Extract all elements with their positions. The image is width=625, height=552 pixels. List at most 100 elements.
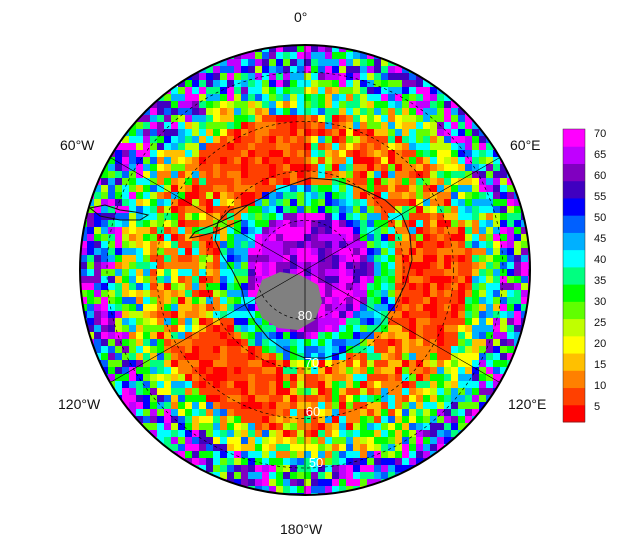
field-cell [276,479,284,487]
field-cell [241,136,249,144]
field-cell [290,360,298,368]
field-cell [381,318,389,326]
field-cell [283,108,291,116]
field-cell [283,444,291,452]
field-cell [234,192,242,200]
field-cell [472,164,480,172]
field-cell [297,241,305,249]
field-cell [185,304,193,312]
field-cell [115,332,123,340]
field-cell [325,178,333,186]
field-cell [199,283,207,291]
field-cell [171,332,179,340]
field-cell [248,276,256,284]
field-cell [367,423,375,431]
field-cell [472,318,480,326]
field-cell [143,122,151,130]
field-cell [360,108,368,116]
field-cell [248,339,256,347]
field-cell [318,164,326,172]
field-cell [458,136,466,144]
field-cell [157,115,165,123]
field-cell [353,353,361,361]
field-cell [528,332,530,340]
field-cell [87,297,95,305]
field-cell [255,479,263,487]
field-cell [346,374,354,382]
field-cell [353,248,361,256]
field-cell [234,213,242,221]
field-cell [514,269,522,277]
field-cell [234,157,242,165]
field-cell [311,374,319,382]
field-cell [444,213,452,221]
field-cell [108,297,116,305]
field-cell [367,465,375,473]
field-cell [255,136,263,144]
field-cell [416,171,424,179]
field-cell [318,248,326,256]
field-cell [437,199,445,207]
field-cell [178,94,186,102]
field-cell [199,269,207,277]
field-cell [416,213,424,221]
field-cell [262,416,270,424]
field-cell [115,192,123,200]
field-cell [213,374,221,382]
field-cell [185,283,193,291]
field-cell [444,136,452,144]
field-cell [311,318,319,326]
field-cell [241,101,249,109]
field-cell [129,311,137,319]
field-cell [171,388,179,396]
field-cell [213,192,221,200]
field-cell [339,192,347,200]
field-cell [493,318,501,326]
field-cell [395,143,403,151]
field-cell [192,269,200,277]
field-cell [486,171,494,179]
field-cell [451,122,459,130]
field-cell [150,346,158,354]
field-cell [185,108,193,116]
field-cell [185,416,193,424]
field-cell [206,171,214,179]
field-cell [500,227,508,235]
field-cell [444,395,452,403]
field-cell [220,255,228,263]
field-cell [206,164,214,172]
field-cell [276,360,284,368]
field-cell [206,416,214,424]
field-cell [276,346,284,354]
field-cell [192,234,200,242]
field-cell [416,472,424,480]
field-cell [360,311,368,319]
field-cell [325,339,333,347]
field-cell [500,150,508,158]
field-cell [458,311,466,319]
field-cell [108,213,116,221]
field-cell [451,255,459,263]
field-cell [451,164,459,172]
field-cell [402,276,410,284]
field-cell [255,143,263,151]
field-cell [304,486,312,494]
field-cell [255,66,263,74]
field-cell [171,220,179,228]
field-cell [94,199,102,207]
field-cell [423,129,431,137]
field-cell [192,395,200,403]
field-cell [164,430,172,438]
field-cell [129,374,137,382]
field-cell [507,374,515,382]
field-cell [381,206,389,214]
field-cell [122,262,130,270]
field-cell [374,444,382,452]
field-cell [206,136,214,144]
field-cell [122,206,130,214]
field-cell [353,80,361,88]
field-cell [192,451,200,459]
field-cell [297,402,305,410]
field-cell [311,234,319,242]
field-cell [311,367,319,375]
